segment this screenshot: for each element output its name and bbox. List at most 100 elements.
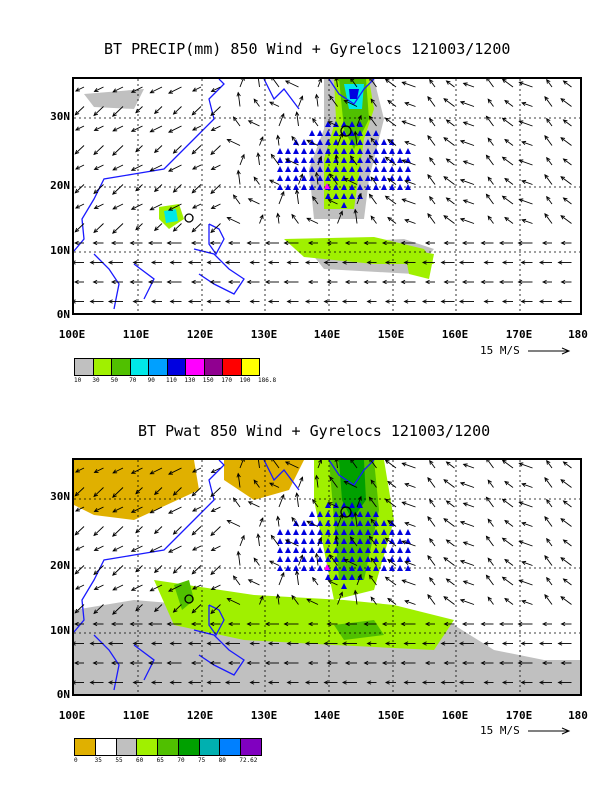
wind-vector	[269, 179, 280, 185]
wind-vector-head	[247, 579, 253, 584]
wind-vector	[211, 584, 221, 590]
wind-vector	[233, 575, 241, 586]
wind-vector-head	[440, 680, 446, 685]
wind-vector-head	[306, 520, 312, 525]
coastline	[133, 644, 155, 681]
gyre-triangle	[389, 565, 395, 571]
wind-vector-head	[363, 240, 369, 246]
wind-vector-head	[240, 534, 245, 540]
panel1-vector-scale-label: 15 M/S	[480, 344, 520, 357]
wind-vector-head	[168, 167, 173, 172]
wind-vector-head	[370, 176, 375, 182]
wind-vector	[328, 121, 338, 127]
panel1-colorbar-tick-label: 130	[184, 377, 196, 384]
wind-vector-head	[240, 460, 245, 462]
wind-vector	[248, 579, 260, 586]
wind-vector	[75, 203, 85, 209]
wind-vector	[337, 592, 343, 605]
wind-vector-head	[384, 260, 390, 265]
wind-vector-head	[172, 149, 178, 154]
wind-vector-head	[232, 116, 238, 122]
wind-vector-head	[462, 502, 468, 507]
wind-vector	[521, 561, 533, 566]
wind-vector-head	[224, 260, 230, 265]
wind-vector-head	[227, 621, 233, 627]
wind-vector-head	[224, 641, 230, 646]
wind-vector	[546, 499, 553, 508]
wind-vector-head	[459, 139, 465, 144]
wind-vector-head	[149, 89, 155, 94]
panel1-colorbar-swatch	[130, 359, 149, 375]
wind-vector-head	[487, 479, 492, 485]
gyre-triangle	[365, 547, 371, 553]
wind-vector-head	[295, 492, 300, 498]
wind-vector-head	[400, 660, 406, 666]
wind-vector	[487, 479, 494, 488]
wind-vector	[463, 541, 475, 547]
wind-vector-head	[401, 462, 407, 467]
wind-vector-head	[190, 279, 196, 285]
wind-vector-head	[153, 568, 159, 574]
gyre-triangle	[365, 175, 371, 181]
wind-vector	[402, 501, 416, 508]
wind-vector-head	[369, 460, 374, 463]
panel2-colorbar-tick-label: 35	[94, 757, 102, 764]
wind-vector	[93, 184, 104, 194]
wind-vector	[350, 536, 358, 547]
wind-vector	[191, 565, 202, 575]
gyre-triangle	[301, 547, 307, 553]
wind-vector	[385, 498, 397, 508]
wind-vector	[74, 526, 85, 536]
wind-vector	[168, 584, 182, 592]
gyre-triangle	[389, 538, 395, 544]
wind-vector-head	[557, 641, 563, 646]
wind-vector	[94, 86, 104, 92]
wind-vector-head	[192, 507, 197, 512]
wind-vector-head	[191, 491, 197, 497]
wind-vector-head	[518, 540, 524, 545]
wind-vector	[277, 213, 280, 224]
wind-vector	[402, 120, 416, 127]
gyre-triangle	[293, 184, 299, 190]
wind-vector-head	[249, 641, 255, 646]
wind-vector-head	[112, 508, 118, 513]
coastline	[133, 263, 155, 300]
wind-vector-head	[443, 596, 449, 601]
wind-vector-head	[518, 159, 524, 164]
wind-vector	[173, 565, 182, 574]
wind-vector-head	[443, 279, 449, 285]
gyre-triangle	[309, 538, 315, 544]
wind-vector	[93, 106, 104, 116]
coastline	[74, 460, 225, 633]
wind-vector-head	[334, 460, 339, 463]
wind-vector	[354, 590, 358, 605]
wind-vector	[239, 460, 244, 469]
wind-vector-head	[353, 589, 358, 595]
gyre-triangle	[349, 157, 355, 163]
wind-vector-head	[283, 621, 289, 627]
wind-vector-head	[344, 660, 350, 666]
gyre-triangle	[349, 565, 355, 571]
wind-vector-head	[153, 109, 159, 115]
wind-vector	[429, 499, 436, 508]
wind-vector-head	[75, 585, 80, 590]
wind-vector	[154, 565, 163, 573]
panel2-colorbar-swatch	[137, 739, 159, 755]
wind-vector-head	[538, 260, 544, 265]
wind-vector-head	[462, 580, 468, 585]
wind-vector-head	[323, 641, 329, 646]
wind-vector-head	[112, 586, 118, 591]
wind-vector	[112, 467, 124, 474]
wind-vector-head	[286, 641, 292, 646]
wind-vector	[521, 219, 533, 224]
gyre-triangle	[357, 565, 363, 571]
wind-vector-head	[110, 621, 116, 627]
wind-vector	[253, 479, 260, 488]
wind-vector-head	[384, 460, 390, 464]
wind-vector-head	[107, 260, 113, 265]
wind-vector	[427, 516, 436, 527]
coastline	[93, 253, 120, 310]
wind-vector-head	[149, 206, 155, 211]
gyre-triangle	[317, 184, 323, 190]
wind-vector-head	[429, 576, 434, 582]
